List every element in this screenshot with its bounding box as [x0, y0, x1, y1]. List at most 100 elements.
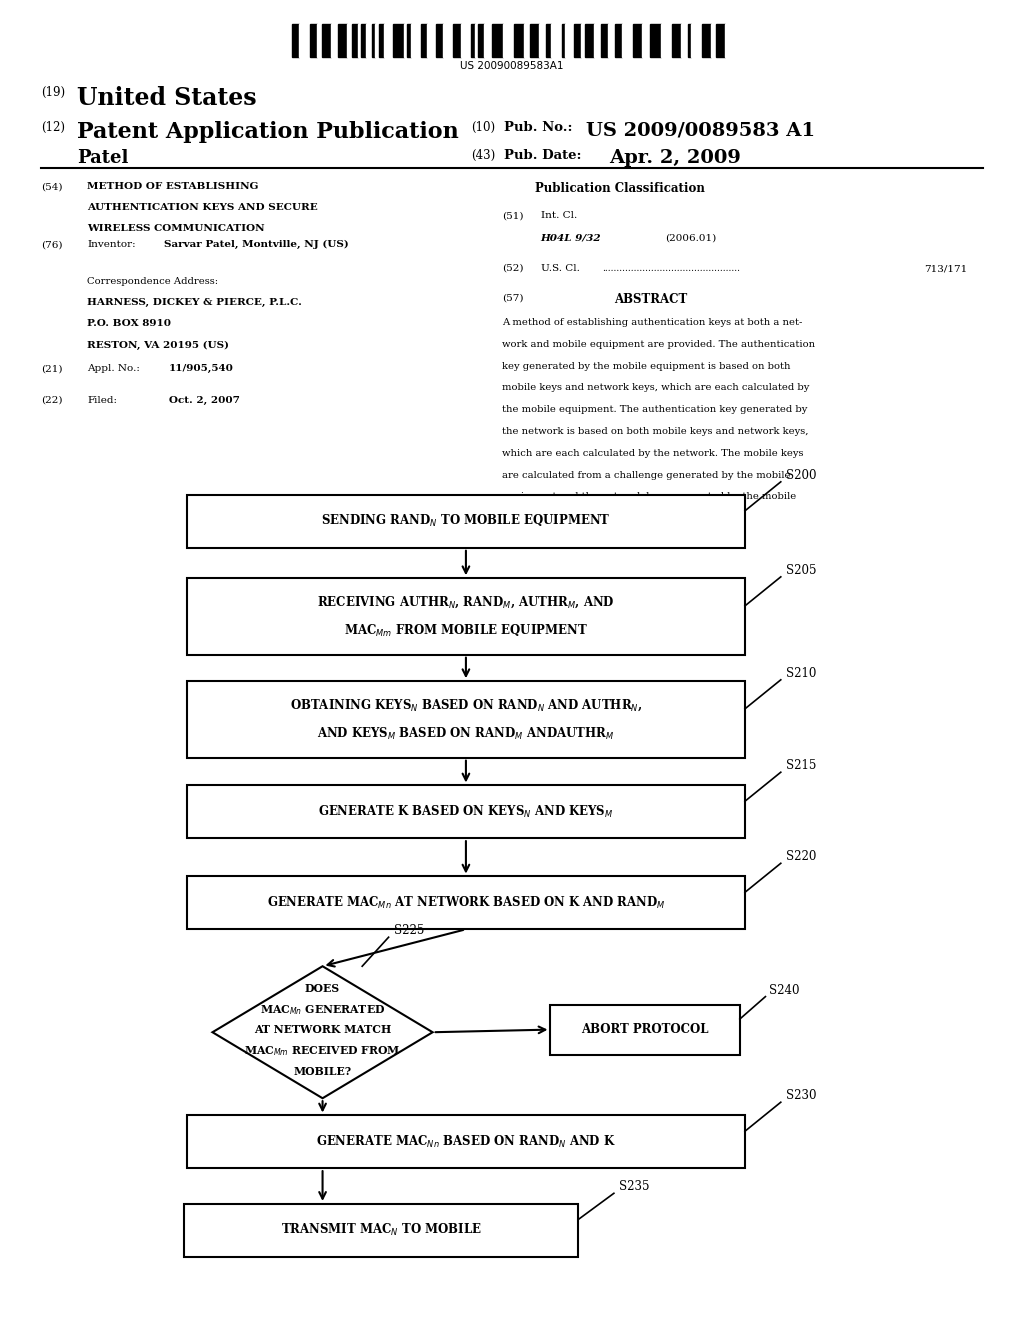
Bar [688, 24, 691, 57]
Bar [186, 578, 745, 655]
Text: HARNESS, DICKEY & PIERCE, P.L.C.: HARNESS, DICKEY & PIERCE, P.L.C. [87, 298, 302, 308]
Text: S220: S220 [786, 850, 816, 863]
Text: United States: United States [77, 86, 256, 110]
Bar [186, 1115, 745, 1168]
Text: GENERATE MAC$_{Nn}$ BASED ON RAND$_N$ AND K: GENERATE MAC$_{Nn}$ BASED ON RAND$_N$ AN… [316, 1134, 615, 1150]
Text: H04L 9/32: H04L 9/32 [541, 234, 601, 243]
Text: Inventor:: Inventor: [87, 240, 135, 249]
Text: SENDING RAND$_N$ TO MOBILE EQUIPMENT: SENDING RAND$_N$ TO MOBILE EQUIPMENT [322, 513, 610, 529]
Bar [622, 24, 633, 57]
Text: ABORT PROTOCOL: ABORT PROTOCOL [582, 1023, 709, 1036]
Bar [478, 24, 483, 57]
Bar [408, 24, 411, 57]
Bar [691, 24, 702, 57]
Bar [427, 24, 435, 57]
Text: S235: S235 [618, 1180, 649, 1193]
Text: Int. Cl.: Int. Cl. [541, 211, 577, 220]
Bar [633, 24, 642, 57]
Bar [454, 24, 461, 57]
Bar [422, 24, 427, 57]
Bar [615, 24, 622, 57]
Text: METHOD OF ESTABLISHING: METHOD OF ESTABLISHING [87, 182, 258, 191]
Text: GENERATE K BASED ON KEYS$_N$ AND KEYS$_M$: GENERATE K BASED ON KEYS$_N$ AND KEYS$_M… [318, 804, 613, 820]
Text: Filed:: Filed: [87, 396, 117, 405]
Bar [551, 1005, 739, 1055]
Text: key generated by the mobile equipment is based on both: key generated by the mobile equipment is… [502, 362, 791, 371]
Text: Patel: Patel [77, 149, 128, 168]
Bar [582, 24, 585, 57]
Bar [574, 24, 582, 57]
Text: (57): (57) [502, 293, 523, 302]
Bar [357, 24, 361, 57]
Text: Pub. No.:: Pub. No.: [504, 121, 572, 135]
Text: (52): (52) [502, 264, 523, 273]
Text: S210: S210 [786, 667, 816, 680]
Text: based on a challenge generated by network.: based on a challenge generated by networ… [502, 513, 727, 523]
Bar [338, 24, 347, 57]
Text: S200: S200 [786, 469, 816, 482]
Text: ................................................: ........................................… [602, 264, 740, 273]
Bar [379, 24, 384, 57]
Text: AUTHENTICATION KEYS AND SECURE: AUTHENTICATION KEYS AND SECURE [87, 203, 317, 213]
Text: Correspondence Address:: Correspondence Address: [87, 277, 218, 286]
Text: MOBILE?: MOBILE? [294, 1067, 351, 1077]
Text: MAC$_{Mn}$ GENERATED: MAC$_{Mn}$ GENERATED [260, 1003, 385, 1016]
Bar [403, 24, 408, 57]
Text: which are each calculated by the network. The mobile keys: which are each calculated by the network… [502, 449, 803, 458]
Text: S240: S240 [768, 983, 799, 997]
Text: Apr. 2, 2009: Apr. 2, 2009 [609, 149, 741, 168]
Bar [375, 24, 379, 57]
Text: Appl. No.:: Appl. No.: [87, 364, 140, 374]
Text: U.S. Cl.: U.S. Cl. [541, 264, 580, 273]
Bar [471, 24, 475, 57]
Text: (43): (43) [471, 149, 496, 162]
Text: work and mobile equipment are provided. The authentication: work and mobile equipment are provided. … [502, 339, 815, 348]
Bar [299, 24, 309, 57]
Text: A method of establishing authentication keys at both a net-: A method of establishing authentication … [502, 318, 802, 327]
Bar [384, 24, 393, 57]
Text: (51): (51) [502, 211, 523, 220]
Text: P.O. BOX 8910: P.O. BOX 8910 [87, 319, 171, 329]
Bar [711, 24, 716, 57]
Text: Sarvar Patel, Montville, NJ (US): Sarvar Patel, Montville, NJ (US) [164, 240, 348, 249]
Bar [461, 24, 471, 57]
Text: (54): (54) [41, 182, 62, 191]
Bar [601, 24, 608, 57]
Text: (21): (21) [41, 364, 62, 374]
Bar [681, 24, 688, 57]
Bar [372, 24, 375, 57]
Bar [186, 495, 745, 548]
Bar [367, 24, 372, 57]
Bar [493, 24, 503, 57]
Text: S230: S230 [786, 1089, 816, 1102]
Text: (10): (10) [471, 121, 496, 135]
Bar [546, 24, 551, 57]
Bar [650, 24, 662, 57]
Text: equipment and the network keys generated by the mobile: equipment and the network keys generated… [502, 492, 796, 502]
Bar [347, 24, 352, 57]
Bar [352, 24, 357, 57]
Bar [514, 24, 524, 57]
Bar [608, 24, 615, 57]
Bar [186, 876, 745, 929]
Text: ABSTRACT: ABSTRACT [613, 293, 687, 306]
Bar [539, 24, 546, 57]
Bar [585, 24, 594, 57]
Text: RESTON, VA 20195 (US): RESTON, VA 20195 (US) [87, 341, 229, 350]
Bar [186, 785, 745, 838]
Polygon shape [213, 966, 432, 1098]
Text: 11/905,540: 11/905,540 [169, 364, 233, 374]
Bar [702, 24, 711, 57]
Text: OBTAINING KEYS$_N$ BASED ON RAND$_N$ AND AUTHR$_N$,: OBTAINING KEYS$_N$ BASED ON RAND$_N$ AND… [290, 697, 642, 713]
Bar [483, 24, 493, 57]
Bar [594, 24, 601, 57]
Bar [529, 24, 539, 57]
Text: US 20090089583A1: US 20090089583A1 [460, 61, 564, 71]
Bar [322, 24, 331, 57]
Bar [725, 24, 732, 57]
Bar [672, 24, 681, 57]
Text: (76): (76) [41, 240, 62, 249]
Text: Oct. 2, 2007: Oct. 2, 2007 [169, 396, 240, 405]
Bar [186, 681, 745, 758]
Text: 713/171: 713/171 [925, 264, 968, 273]
